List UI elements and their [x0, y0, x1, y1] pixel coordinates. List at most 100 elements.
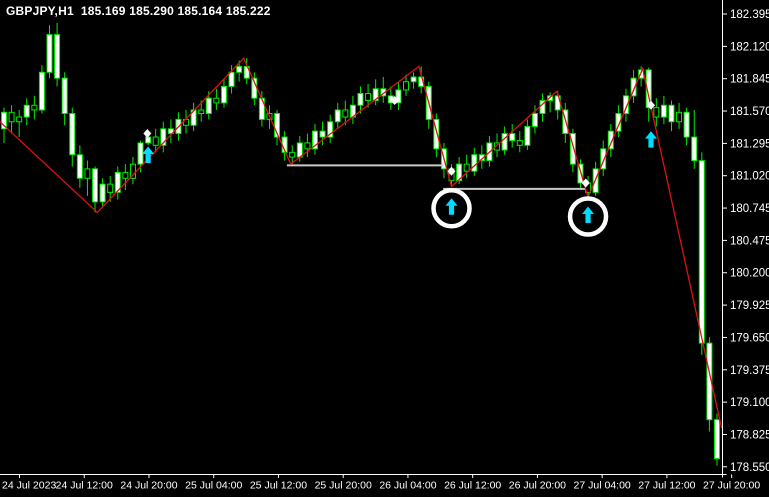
candle-body: [167, 128, 174, 135]
candle-body: [410, 76, 417, 83]
candle-body: [372, 88, 379, 102]
time-axis-label: 27 Jul 12:00: [638, 480, 695, 492]
price-axis-label: 181.570: [730, 106, 769, 118]
candle-body: [16, 116, 23, 123]
time-axis-label: 25 Jul 20:00: [315, 480, 372, 492]
price-axis-label: 181.020: [730, 171, 769, 183]
candle-body: [23, 104, 30, 118]
time-axis-label: 26 Jul 20:00: [509, 480, 566, 492]
time-axis-label: 26 Jul 04:00: [379, 480, 436, 492]
time-axis-label: 24 Jul 2023: [2, 480, 56, 492]
candle-body: [615, 113, 622, 132]
candle-body: [152, 136, 159, 146]
candle-body: [342, 109, 349, 118]
fractal-diamond-marker: [390, 96, 399, 106]
candle-body: [99, 183, 106, 203]
candle-body: [46, 34, 53, 73]
candle-body: [160, 128, 167, 146]
buy-signal-arrow-icon: [582, 206, 595, 224]
price-axis-label: 181.295: [730, 138, 769, 150]
candle-body: [395, 89, 402, 104]
candle-body: [569, 133, 576, 165]
candle-body: [289, 151, 296, 158]
time-axis-label: 27 Jul 20:00: [703, 480, 760, 492]
buy-signal-arrow-icon: [142, 146, 155, 163]
price-axis-label: 178.825: [730, 429, 769, 441]
candle-body: [137, 142, 144, 165]
time-axis-label: 24 Jul 12:00: [56, 480, 113, 492]
price-axis-label: 180.745: [730, 203, 769, 215]
candle-body: [607, 130, 614, 150]
candle-body: [198, 109, 205, 115]
candle-body: [531, 113, 538, 127]
candle-body: [38, 71, 45, 111]
candle-body: [228, 71, 235, 87]
time-axis-label: 26 Jul 12:00: [444, 480, 501, 492]
candle-body: [8, 111, 15, 123]
candle-body: [236, 65, 243, 73]
chart-title-ohlc: GBPJPY,H1 185.169 185.290 185.164 185.22…: [6, 4, 271, 18]
time-axis-label: 25 Jul 12:00: [250, 480, 307, 492]
candle-body: [61, 77, 68, 115]
time-axis-label: 25 Jul 04:00: [185, 480, 242, 492]
candle-body: [365, 92, 372, 102]
fractal-diamond-marker: [143, 129, 152, 139]
candle-body: [509, 133, 516, 142]
candle-body: [516, 140, 523, 146]
candle-body: [645, 69, 652, 109]
candle-body: [114, 171, 121, 193]
candle-body: [653, 107, 660, 118]
candle-body: [319, 130, 326, 138]
candle-body: [456, 163, 463, 182]
time-axis-label: 24 Jul 20:00: [120, 480, 177, 492]
candle-body: [54, 34, 61, 79]
buy-signal-arrow-icon: [645, 131, 658, 148]
candle-body: [220, 85, 227, 104]
candle-body: [630, 77, 637, 97]
fractal-diamond-marker: [647, 100, 656, 110]
price-axis-label: 180.200: [730, 268, 769, 280]
candle-body: [676, 111, 683, 123]
candle-body: [713, 419, 720, 460]
candle-body: [1, 111, 7, 130]
candle-body: [524, 125, 531, 146]
candle-body: [334, 109, 341, 123]
candle-body: [691, 136, 698, 162]
candle-body: [129, 163, 136, 179]
candle-body: [600, 148, 607, 170]
fractal-diamond-marker: [581, 178, 590, 188]
price-axis-label: 179.650: [730, 332, 769, 344]
price-axis-label: 178.550: [730, 462, 769, 474]
candle-body: [463, 163, 470, 172]
candle-body: [107, 183, 114, 193]
candle-body: [69, 113, 76, 156]
candle-body: [311, 130, 318, 150]
candle-body: [84, 168, 91, 179]
candle-body: [122, 171, 129, 179]
candle-body: [274, 113, 281, 138]
candle-body: [205, 97, 212, 115]
candle-body: [683, 111, 690, 138]
signal-highlight-circle: [567, 196, 609, 237]
candle-body: [501, 133, 508, 151]
price-axis-label: 179.100: [730, 397, 769, 409]
candle-body: [357, 92, 364, 106]
candle-body: [471, 154, 478, 172]
candle-body: [668, 104, 675, 123]
candle-body: [433, 118, 440, 150]
candle-body: [145, 136, 152, 144]
candle-body: [258, 97, 265, 120]
zigzag-indicator-line: [0, 57, 723, 429]
price-axis-label: 180.475: [730, 235, 769, 247]
candle-body: [296, 142, 303, 158]
candle-body: [213, 97, 220, 104]
candle-body: [698, 160, 705, 344]
candle-body: [622, 95, 629, 115]
candle-body: [327, 121, 334, 138]
candle-body: [547, 95, 554, 102]
candle-body: [660, 104, 667, 118]
candle-body: [403, 81, 410, 91]
